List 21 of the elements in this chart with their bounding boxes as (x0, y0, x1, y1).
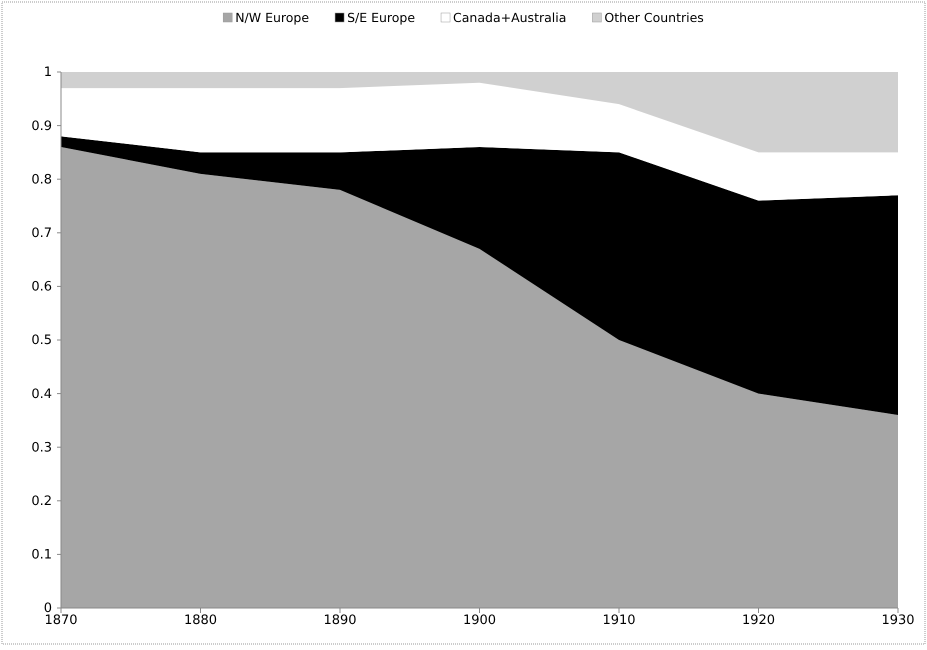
y-tick-label: 0.7 (31, 226, 52, 241)
x-tick-label: 1920 (742, 613, 776, 628)
y-tick-label: 1 (44, 65, 52, 80)
y-tick-label: 0.9 (31, 118, 52, 134)
x-tick-label: 1910 (602, 613, 636, 628)
legend-label: S/E Europe (347, 10, 416, 25)
y-tick-label: 0.5 (31, 333, 52, 348)
y-tick-label: 0.8 (31, 172, 52, 188)
y-tick-label: 0.2 (31, 494, 52, 509)
x-tick-label: 1930 (881, 613, 915, 628)
x-tick-label: 1880 (184, 613, 218, 628)
y-tick-label: 0.6 (31, 280, 52, 295)
y-tick-label: 0.4 (31, 386, 52, 402)
x-tick-label: 1870 (44, 613, 78, 628)
x-tick-label: 1900 (462, 613, 496, 628)
x-tick-label: 1890 (323, 613, 357, 628)
y-tick-label: 0.1 (31, 548, 52, 563)
legend-label: Canada+Australia (453, 10, 566, 25)
legend-label: N/W Europe (235, 10, 310, 25)
legend-label: Other Countries (604, 10, 704, 25)
y-tick-label: 0.3 (31, 440, 52, 456)
